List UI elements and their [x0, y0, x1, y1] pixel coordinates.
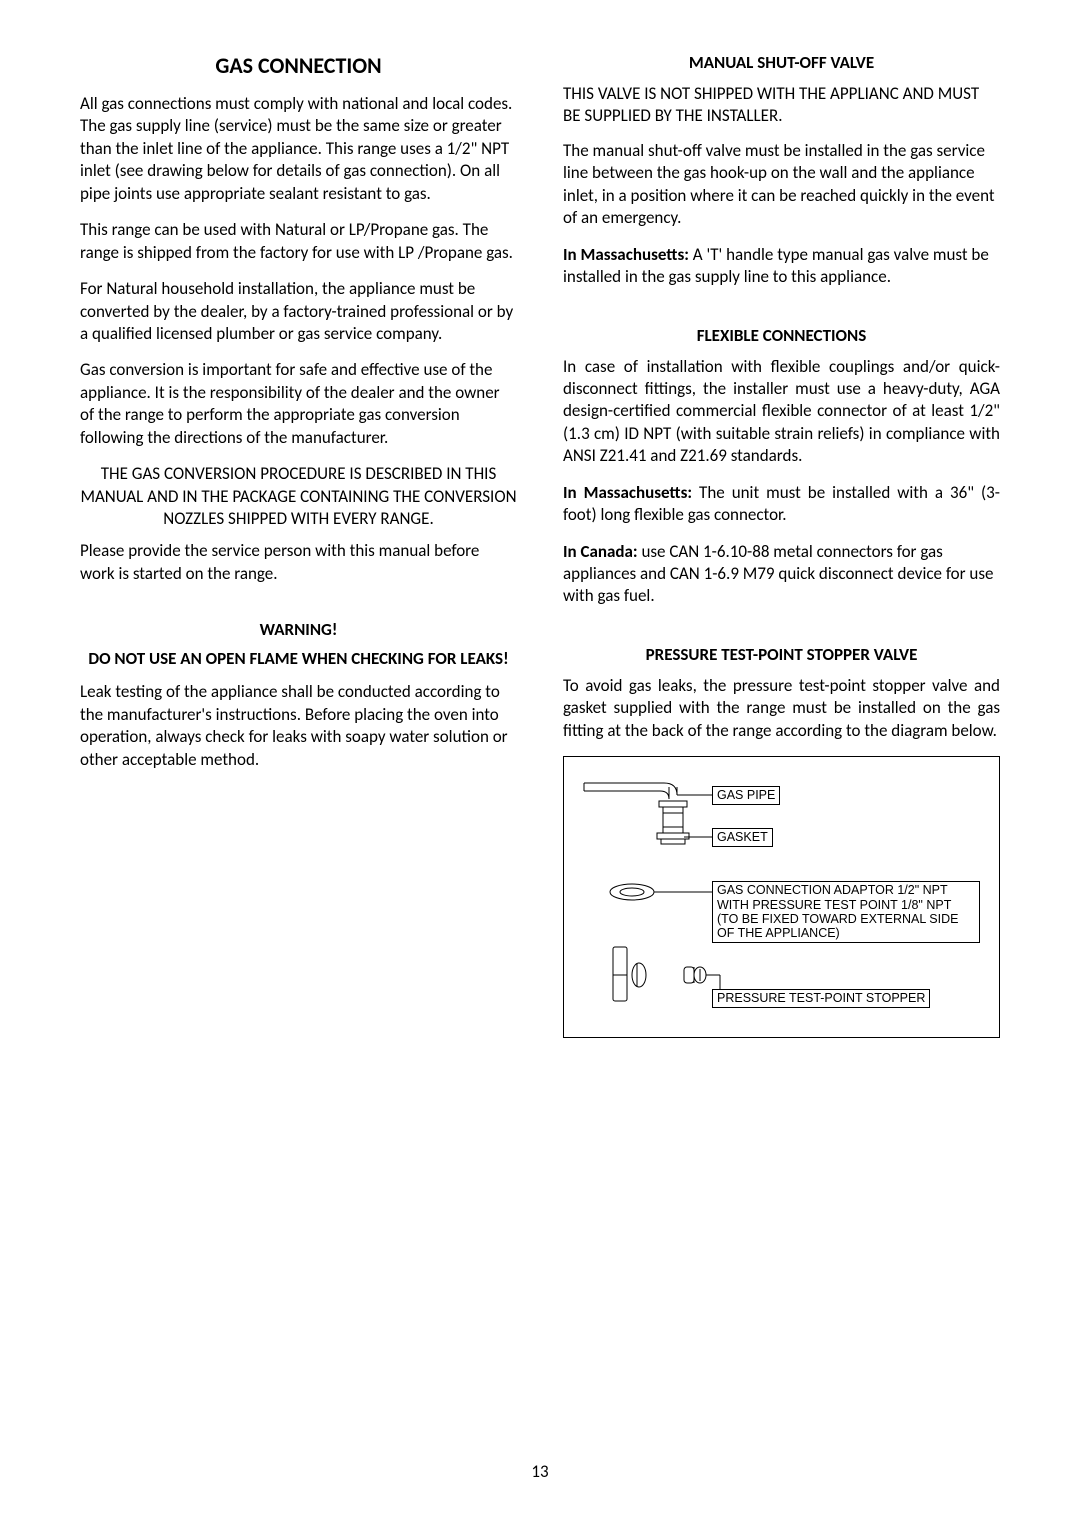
diagram-label-gaspipe: GAS PIPE — [712, 786, 780, 804]
heading-pressure: PRESSURE TEST-POINT STOPPER VALVE — [563, 644, 1000, 665]
content-columns: GAS CONNECTION All gas connections must … — [80, 50, 1000, 1038]
para: In case of installation with flexible co… — [563, 356, 1000, 468]
gas-diagram: GAS PIPE GASKET GAS CONNECTION ADAPTOR 1… — [563, 756, 1000, 1038]
heading-shutoff: MANUAL SHUT-OFF VALVE — [563, 52, 1000, 73]
bold-label: In Massachusetts: — [563, 244, 689, 265]
para: Please provide the service person with t… — [80, 540, 517, 585]
diagram-label-gasket: GASKET — [712, 828, 773, 846]
right-column: MANUAL SHUT-OFF VALVE THIS VALVE IS NOT … — [563, 50, 1000, 1038]
para: This range can be used with Natural or L… — [80, 219, 517, 264]
para-mass: In Massachusetts: A 'T' handle type manu… — [563, 244, 1000, 289]
warning-heading: WARNING! — [80, 619, 517, 640]
bold-label: In Canada: — [563, 541, 638, 562]
para: The manual shut-off valve must be instal… — [563, 140, 1000, 230]
para: Gas conversion is important for safe and… — [80, 359, 517, 449]
diagram-label-stopper: PRESSURE TEST-POINT STOPPER — [712, 989, 930, 1007]
caps-notice: THIS VALVE IS NOT SHIPPED WITH THE APPLI… — [563, 83, 1000, 128]
page-number: 13 — [0, 1461, 1080, 1482]
para: To avoid gas leaks, the pressure test-po… — [563, 675, 1000, 742]
para: All gas connections must comply with nat… — [80, 93, 517, 205]
conversion-block: THE GAS CONVERSION PROCEDURE IS DESCRIBE… — [80, 463, 517, 530]
diagram-label-adaptor: GAS CONNECTION ADAPTOR 1/2" NPT WITH PRE… — [712, 881, 980, 943]
title-gas-connection: GAS CONNECTION — [80, 52, 517, 79]
heading-flexible: FLEXIBLE CONNECTIONS — [563, 325, 1000, 346]
warning-subheading: DO NOT USE AN OPEN FLAME WHEN CHECKING F… — [80, 648, 517, 669]
para-canada: In Canada: use CAN 1-6.10-88 metal conne… — [563, 541, 1000, 608]
bold-label: In Massachusetts: — [563, 482, 692, 503]
para: For Natural household installation, the … — [80, 278, 517, 345]
para: Leak testing of the appliance shall be c… — [80, 681, 517, 771]
para-mass: In Massachusetts: The unit must be insta… — [563, 482, 1000, 527]
left-column: GAS CONNECTION All gas connections must … — [80, 50, 517, 1038]
